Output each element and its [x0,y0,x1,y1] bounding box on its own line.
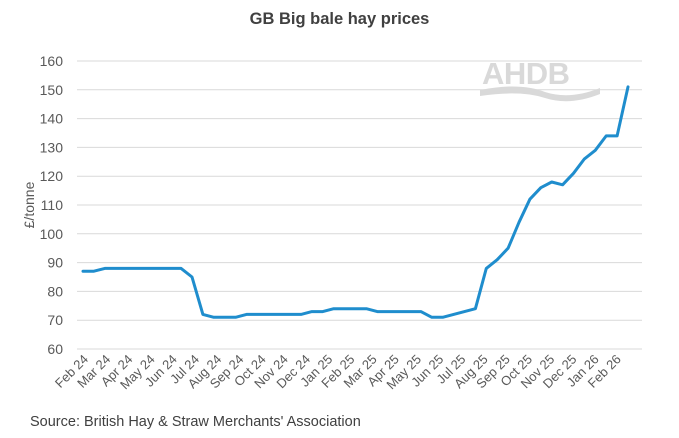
gridlines [77,60,642,350]
logo-swoosh-icon [480,86,600,102]
y-tick-label: 110 [41,197,64,213]
source-note: Source: British Hay & Straw Merchants' A… [30,414,361,430]
y-tick-label: 160 [40,53,64,69]
y-tick-label: 90 [47,255,63,271]
y-tick-label: 100 [40,226,64,242]
y-tick-label: 120 [40,168,64,184]
y-tick-label: 140 [40,111,64,127]
ahdb-logo: AHDB [480,56,600,102]
price-line [81,85,630,319]
y-axis-ticks: 60 70 80 90 100 110 120 130 140 150 160 [40,53,64,357]
y-tick-label: 80 [47,283,63,299]
y-tick-label: 150 [40,82,64,98]
logo-text: AHDB [482,56,570,91]
y-tick-label: 70 [47,312,63,328]
y-tick-label: 130 [40,139,64,155]
y-axis-label: £/tonne [21,181,37,228]
chart-title: GB Big bale hay prices [249,10,430,28]
y-tick-label: 60 [47,341,63,357]
